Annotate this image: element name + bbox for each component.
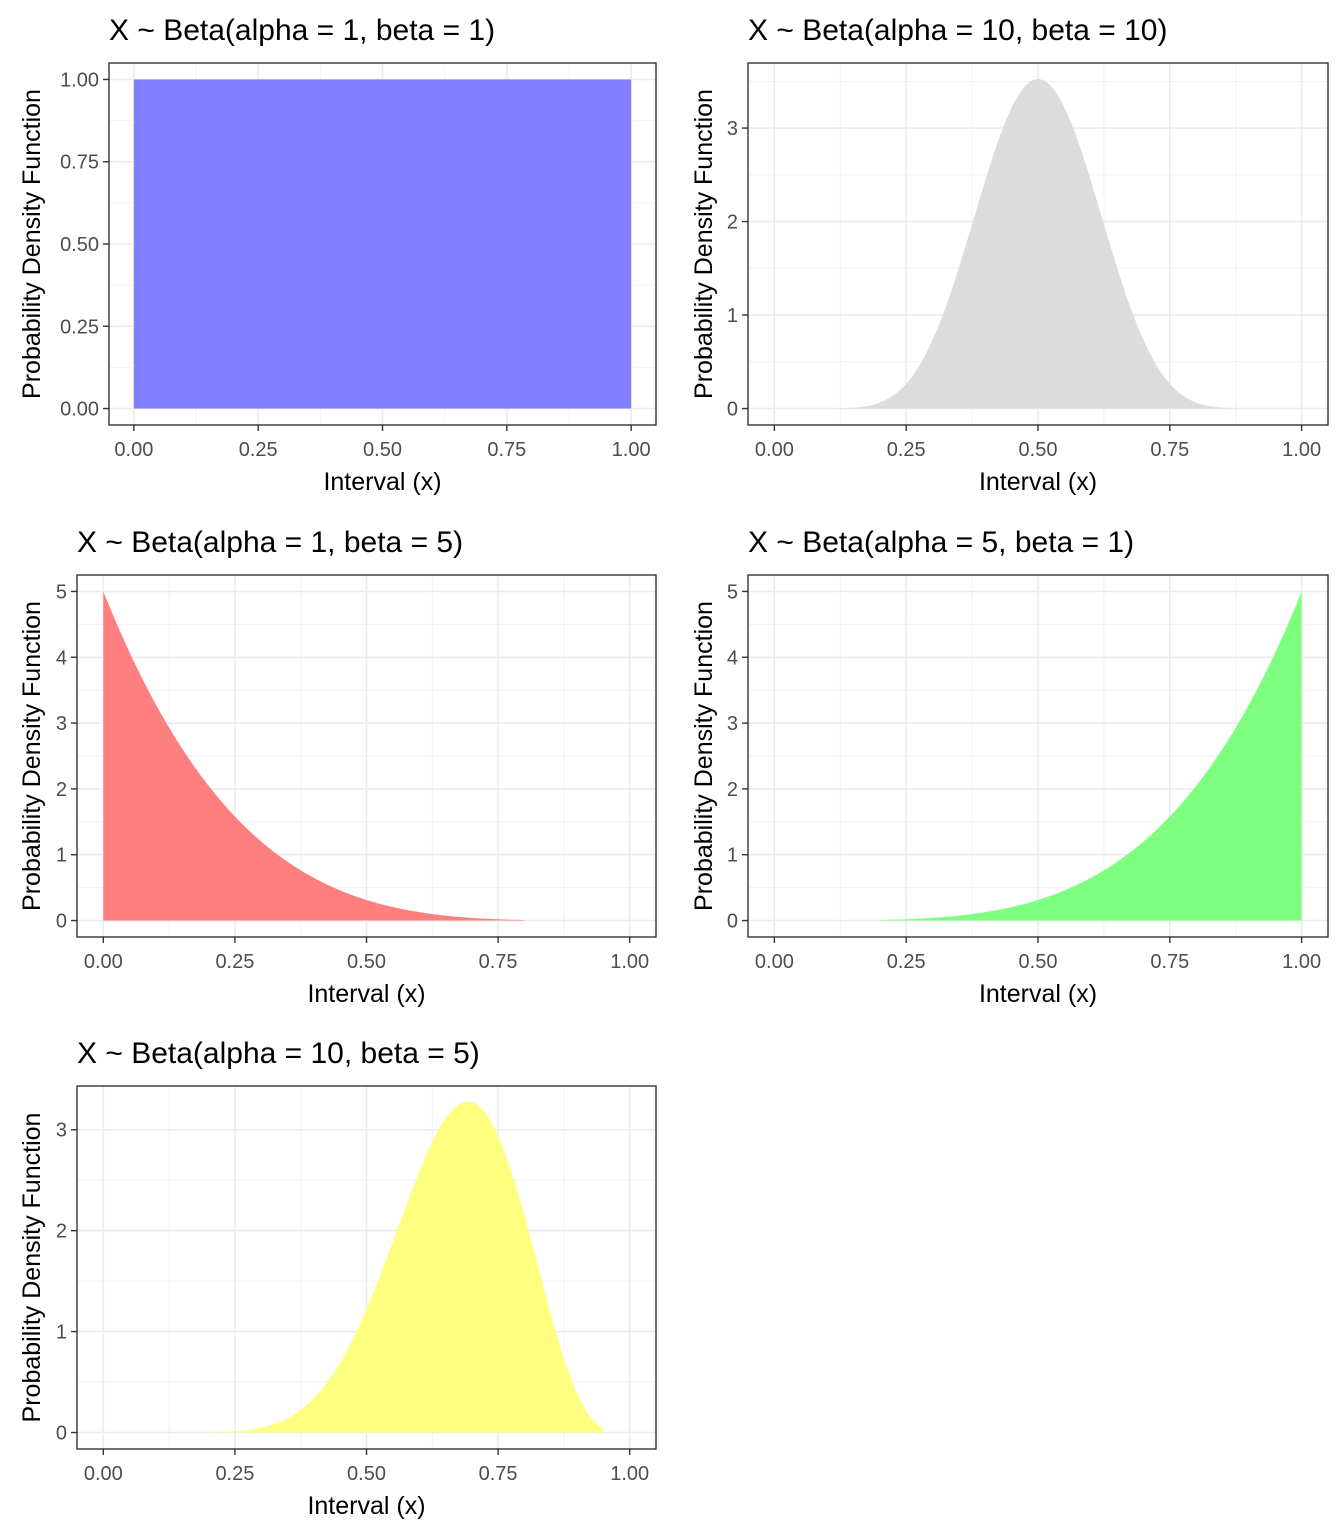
y-tick-label: 5 [56,581,67,603]
y-axis-title: Probability Density Function [18,89,46,399]
y-tick-label: 3 [56,713,67,735]
y-axis: 0.00 0.25 0.50 0.75 1.00 [60,69,109,421]
y-axis: 0 1 2 3 4 5 [56,581,77,933]
x-tick-label: 1.00 [612,439,651,461]
x-axis: 0.00 0.25 0.50 0.75 1.00 [114,425,651,461]
chart-title: X ~ Beta(alpha = 1, beta = 5) [77,526,463,559]
y-tick-label: 0.75 [60,152,99,174]
y-tick-label: 2 [727,779,738,801]
y-tick-label: 0 [727,911,738,933]
density-area [133,79,632,409]
y-tick-label: 5 [727,581,738,603]
x-tick-label: 1.00 [1282,439,1321,461]
x-tick-label: 0.75 [479,951,518,973]
x-tick-label: 0.00 [114,439,153,461]
x-tick-label: 0.75 [1150,439,1189,461]
density-area [774,79,1302,409]
y-tick-label: 1 [727,845,738,867]
y-tick-label: 0 [727,399,738,421]
x-axis: 0.00 0.25 0.50 0.75 1.00 [84,1449,649,1485]
y-axis-title: Probability Density Function [690,89,718,399]
density-area [879,591,1302,921]
y-tick-label: 4 [727,647,738,669]
y-tick-label: 1 [56,845,67,867]
y-axis-title: Probability Density Function [18,601,46,911]
x-axis-title: Interval (x) [979,468,1097,496]
x-tick-label: 0.25 [215,951,254,973]
x-tick-label: 0.25 [239,439,278,461]
y-tick-label: 2 [56,779,67,801]
x-tick-label: 1.00 [610,951,649,973]
density-area [103,591,525,921]
x-tick-label: 0.25 [215,1463,254,1485]
x-tick-label: 0.00 [755,951,794,973]
x-tick-label: 0.50 [363,439,402,461]
x-axis-title: Interval (x) [307,1492,425,1520]
y-tick-label: 4 [56,647,67,669]
x-tick-label: 0.75 [479,1463,518,1485]
y-tick-label: 3 [56,1120,67,1142]
x-axis: 0.00 0.25 0.50 0.75 1.00 [84,937,649,973]
x-tick-label: 0.75 [1150,951,1189,973]
chart-title: X ~ Beta(alpha = 10, beta = 5) [77,1037,480,1070]
y-tick-label: 1 [727,305,738,327]
y-tick-label: 2 [727,212,738,234]
chart-3: 0.00 0.25 0.50 0.75 1.00 0 1 2 3 4 5 X ~ Beta(alpha… [18,526,657,1008]
x-tick-label: 0.75 [487,439,526,461]
x-axis-title: Interval (x) [323,468,441,496]
y-tick-label: 1 [56,1322,67,1344]
x-axis-title: Interval (x) [979,980,1097,1008]
x-tick-label: 0.25 [887,439,926,461]
x-tick-label: 0.50 [347,951,386,973]
x-tick-label: 0.50 [1019,439,1058,461]
y-axis: 0 1 2 3 4 5 [727,581,748,933]
y-tick-label: 0.50 [60,234,99,256]
x-axis: 0.00 0.25 0.50 0.75 1.00 [755,425,1321,461]
chart-title: X ~ Beta(alpha = 5, beta = 1) [748,526,1134,559]
y-tick-label: 0.00 [60,399,99,421]
x-tick-label: 1.00 [610,1463,649,1485]
y-axis-title: Probability Density Function [690,601,718,911]
chart-5: 0.00 0.25 0.50 0.75 1.00 0 1 2 3 X ~ Beta(alpha =… [18,1037,657,1520]
chart-4: 0.00 0.25 0.50 0.75 1.00 0 1 2 3 4 5 X ~ Beta(alpha… [690,526,1329,1008]
y-axis: 0 1 2 3 [56,1120,77,1445]
x-axis: 0.00 0.25 0.50 0.75 1.00 [755,937,1321,973]
x-tick-label: 0.00 [755,439,794,461]
y-tick-label: 3 [727,713,738,735]
y-tick-label: 1.00 [60,69,99,91]
x-tick-label: 0.00 [84,1463,123,1485]
y-tick-label: 0.25 [60,316,99,338]
x-tick-label: 1.00 [1282,951,1321,973]
y-tick-label: 0 [56,1423,67,1445]
chart-1: 0.00 0.25 0.50 0.75 1.00 0.00 0.25 0.50 0.75 1.00… [18,14,657,496]
x-tick-label: 0.50 [1019,951,1058,973]
x-tick-label: 0.00 [84,951,123,973]
y-tick-label: 2 [56,1221,67,1243]
y-tick-label: 3 [727,118,738,140]
x-tick-label: 0.50 [347,1463,386,1485]
chart-2: 0.00 0.25 0.50 0.75 1.00 0 1 2 3 X ~ Beta(alpha =… [690,14,1329,496]
y-tick-label: 0 [56,911,67,933]
density-area [208,1101,604,1433]
y-axis-title: Probability Density Function [18,1113,46,1423]
x-tick-label: 0.25 [887,951,926,973]
chart-title: X ~ Beta(alpha = 1, beta = 1) [109,14,495,47]
chart-title: X ~ Beta(alpha = 10, beta = 10) [748,14,1167,47]
x-axis-title: Interval (x) [307,980,425,1008]
y-axis: 0 1 2 3 [727,118,748,421]
